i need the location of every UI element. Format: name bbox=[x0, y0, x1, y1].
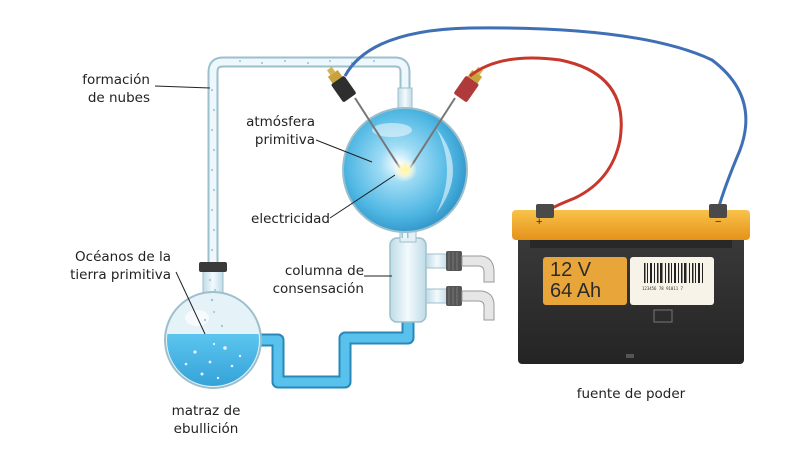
boiling-flask bbox=[164, 262, 262, 389]
label-power-source: fuente de poder bbox=[576, 386, 686, 402]
battery-voltage: 12 V bbox=[550, 259, 592, 281]
plus-symbol: + bbox=[536, 216, 543, 228]
minus-symbol: − bbox=[715, 216, 722, 228]
label-atmosphere: atmósfera primitiva bbox=[246, 113, 315, 149]
label-boiling-flask-line2: ebullición bbox=[173, 421, 239, 437]
return-tube bbox=[252, 316, 415, 389]
label-oceans-line1: Océanos de la bbox=[75, 249, 171, 265]
label-boiling-flask-line1: matraz de bbox=[171, 403, 241, 419]
wires bbox=[343, 26, 748, 214]
label-atmosphere-line2: primitiva bbox=[254, 132, 315, 148]
atmosphere-sphere bbox=[342, 87, 468, 233]
label-oceans-line2: tierra primitiva bbox=[70, 267, 171, 283]
label-condensation-column: columna de consensación bbox=[273, 262, 364, 298]
label-atmosphere-line1: atmósfera bbox=[246, 114, 315, 130]
label-condensation-line1: columna de bbox=[284, 263, 364, 279]
glass-tubing bbox=[207, 56, 411, 262]
label-oceans: Océanos de la tierra primitiva bbox=[70, 248, 171, 284]
label-electricity: electricidad bbox=[251, 211, 330, 227]
battery-capacity: 64 Ah bbox=[550, 280, 602, 302]
label-cloud-formation: formación de nubes bbox=[82, 71, 150, 107]
battery bbox=[512, 204, 750, 364]
label-cloud-formation-line1: formación bbox=[82, 72, 150, 88]
label-condensation-line2: consensación bbox=[272, 281, 364, 297]
barcode-numbers: 123456 78 91011 7 bbox=[642, 286, 683, 291]
label-cloud-formation-line2: de nubes bbox=[87, 90, 150, 106]
label-boiling-flask: matraz de ebullición bbox=[146, 402, 266, 438]
